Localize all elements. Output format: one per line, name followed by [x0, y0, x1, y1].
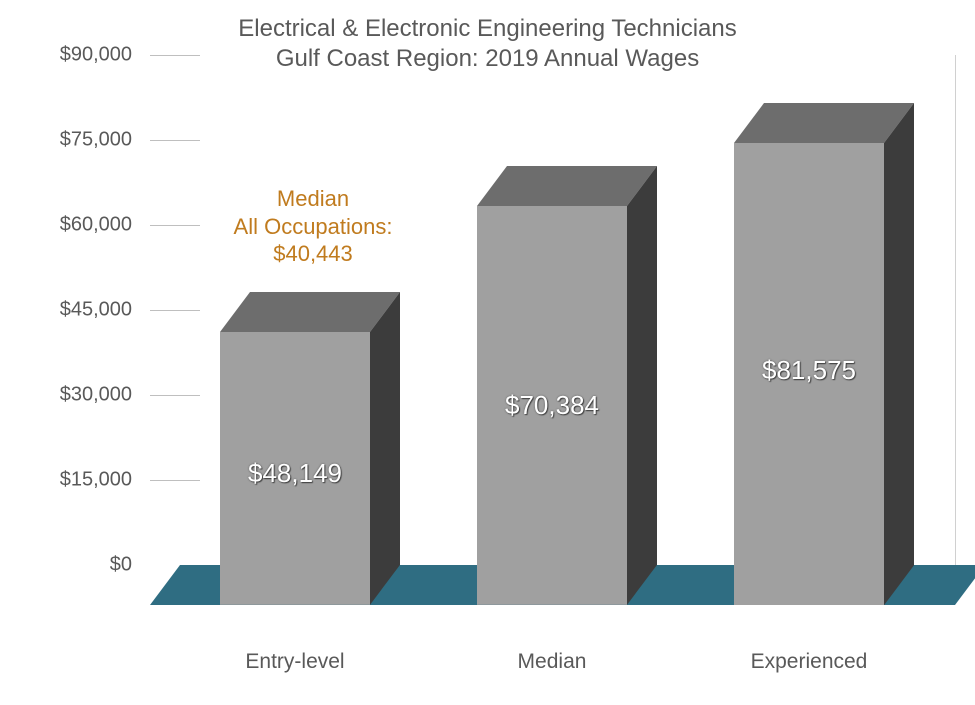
annotation-line1: Median [188, 185, 438, 213]
bar: $48,149 [220, 292, 400, 605]
bar-value-label: $48,149 [220, 458, 370, 489]
y-axis-label: $0 [42, 554, 132, 577]
chart-title: Electrical & Electronic Engineering Tech… [0, 14, 975, 74]
bar: $70,384 [477, 166, 657, 605]
annotation-line3: $40,443 [188, 240, 438, 268]
y-axis-label: $60,000 [42, 214, 132, 237]
wages-bar-chart: Electrical & Electronic Engineering Tech… [0, 0, 975, 705]
gridline [150, 310, 200, 311]
y-axis-label: $75,000 [42, 129, 132, 152]
x-axis-label: Median [462, 650, 642, 674]
gridline [150, 140, 200, 141]
chart-title-line1: Electrical & Electronic Engineering Tech… [0, 14, 975, 44]
back-wall-edge [955, 55, 956, 565]
gridline [150, 480, 200, 481]
x-axis-label: Entry-level [205, 650, 385, 674]
x-axis-label: Experienced [719, 650, 899, 674]
bar-value-label: $81,575 [734, 355, 884, 386]
annotation-line2: All Occupations: [188, 213, 438, 241]
y-axis-label: $30,000 [42, 384, 132, 407]
bar: $81,575 [734, 103, 914, 605]
gridline [150, 55, 200, 56]
median-all-occupations-annotation: Median All Occupations: $40,443 [188, 185, 438, 268]
y-axis-label: $90,000 [42, 44, 132, 67]
gridline [150, 395, 200, 396]
chart-title-line2: Gulf Coast Region: 2019 Annual Wages [0, 44, 975, 74]
bar-value-label: $70,384 [477, 390, 627, 421]
y-axis-label: $45,000 [42, 299, 132, 322]
y-axis-label: $15,000 [42, 469, 132, 492]
